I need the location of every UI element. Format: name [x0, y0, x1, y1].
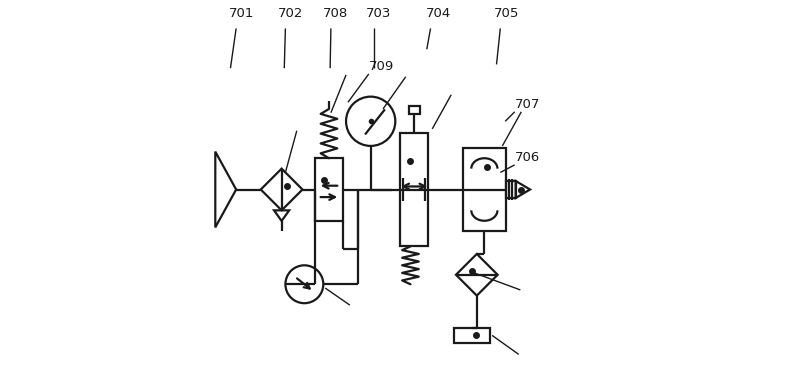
Text: 709: 709 — [369, 60, 394, 73]
Text: 706: 706 — [515, 151, 540, 164]
Text: 708: 708 — [323, 7, 349, 20]
Text: 705: 705 — [494, 7, 519, 20]
Bar — [314, 158, 343, 221]
Bar — [400, 133, 428, 246]
Bar — [408, 106, 420, 114]
Text: 704: 704 — [426, 7, 452, 20]
Bar — [463, 148, 506, 231]
Text: 702: 702 — [277, 7, 303, 20]
Bar — [506, 181, 516, 198]
Bar — [454, 328, 490, 343]
Text: 707: 707 — [515, 98, 540, 111]
Text: 701: 701 — [229, 7, 254, 20]
Text: 703: 703 — [366, 7, 391, 20]
